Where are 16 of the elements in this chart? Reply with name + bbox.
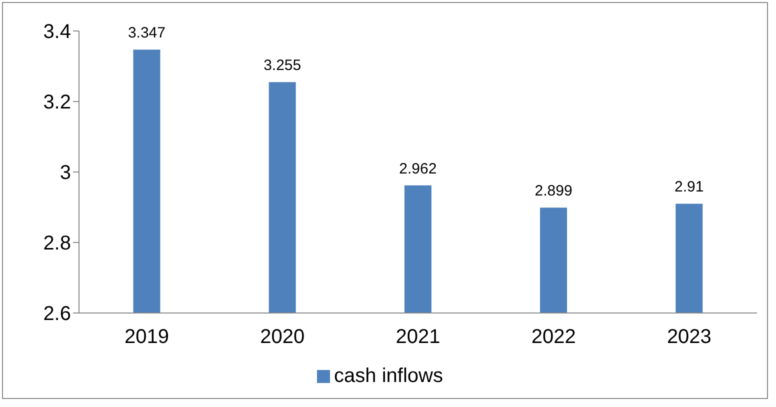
data-label: 2.91 — [674, 178, 704, 196]
x-tick-label: 2019 — [124, 326, 170, 348]
x-tick-label: 2023 — [666, 326, 712, 348]
x-tick-label: 2020 — [260, 326, 305, 348]
data-label: 3.255 — [264, 57, 302, 74]
y-tick-label: 2.8 — [43, 232, 71, 255]
legend-label: cash inflows — [334, 365, 443, 387]
data-label: 2.962 — [399, 160, 437, 178]
x-tick-label: 2022 — [531, 326, 576, 348]
y-tick-label: 3 — [60, 162, 71, 184]
y-tick-label: 2.6 — [43, 303, 71, 326]
y-tick-label: 3.2 — [43, 92, 71, 114]
data-label: 3.347 — [128, 24, 166, 42]
y-tick-label: 3.4 — [43, 21, 71, 44]
x-tick-label: 2021 — [396, 326, 440, 348]
data-label: 2.899 — [534, 182, 572, 200]
